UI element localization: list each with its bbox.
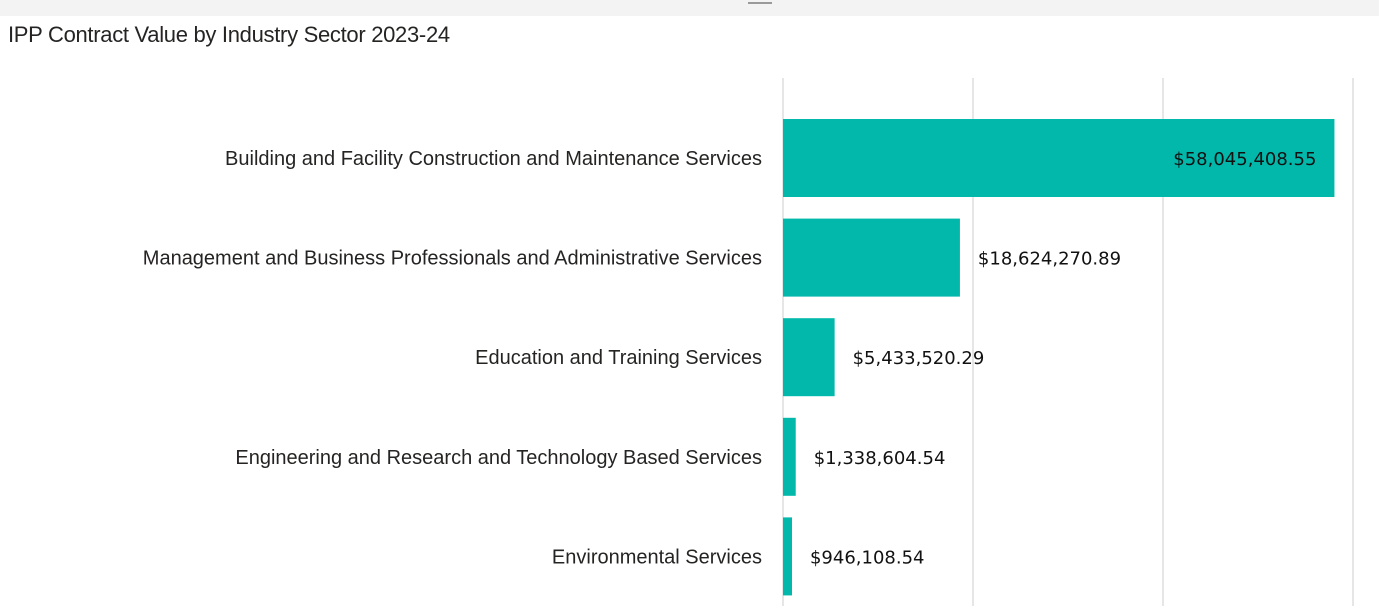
- category-label: Environmental Services: [552, 546, 762, 568]
- bar[interactable]: [783, 119, 1335, 197]
- data-label: $946,108.54: [810, 547, 925, 568]
- data-label: $18,624,270.89: [978, 249, 1121, 270]
- bar[interactable]: [783, 517, 792, 596]
- category-label: Engineering and Research and Technology …: [235, 447, 762, 469]
- bar[interactable]: [783, 417, 796, 496]
- bar[interactable]: [783, 218, 960, 297]
- category-label: Management and Business Professionals an…: [143, 248, 762, 270]
- visual-header-bar: [0, 0, 1379, 16]
- drag-handle-icon[interactable]: [748, 2, 772, 4]
- data-label: $58,045,408.55: [1173, 149, 1316, 170]
- chart-title: IPP Contract Value by Industry Sector 20…: [8, 22, 450, 47]
- data-label: $5,433,520.29: [853, 348, 985, 369]
- bar[interactable]: [783, 318, 835, 397]
- category-label: Building and Facility Construction and M…: [225, 148, 762, 170]
- data-label: $1,338,604.54: [814, 448, 946, 469]
- category-label: Education and Training Services: [475, 347, 762, 369]
